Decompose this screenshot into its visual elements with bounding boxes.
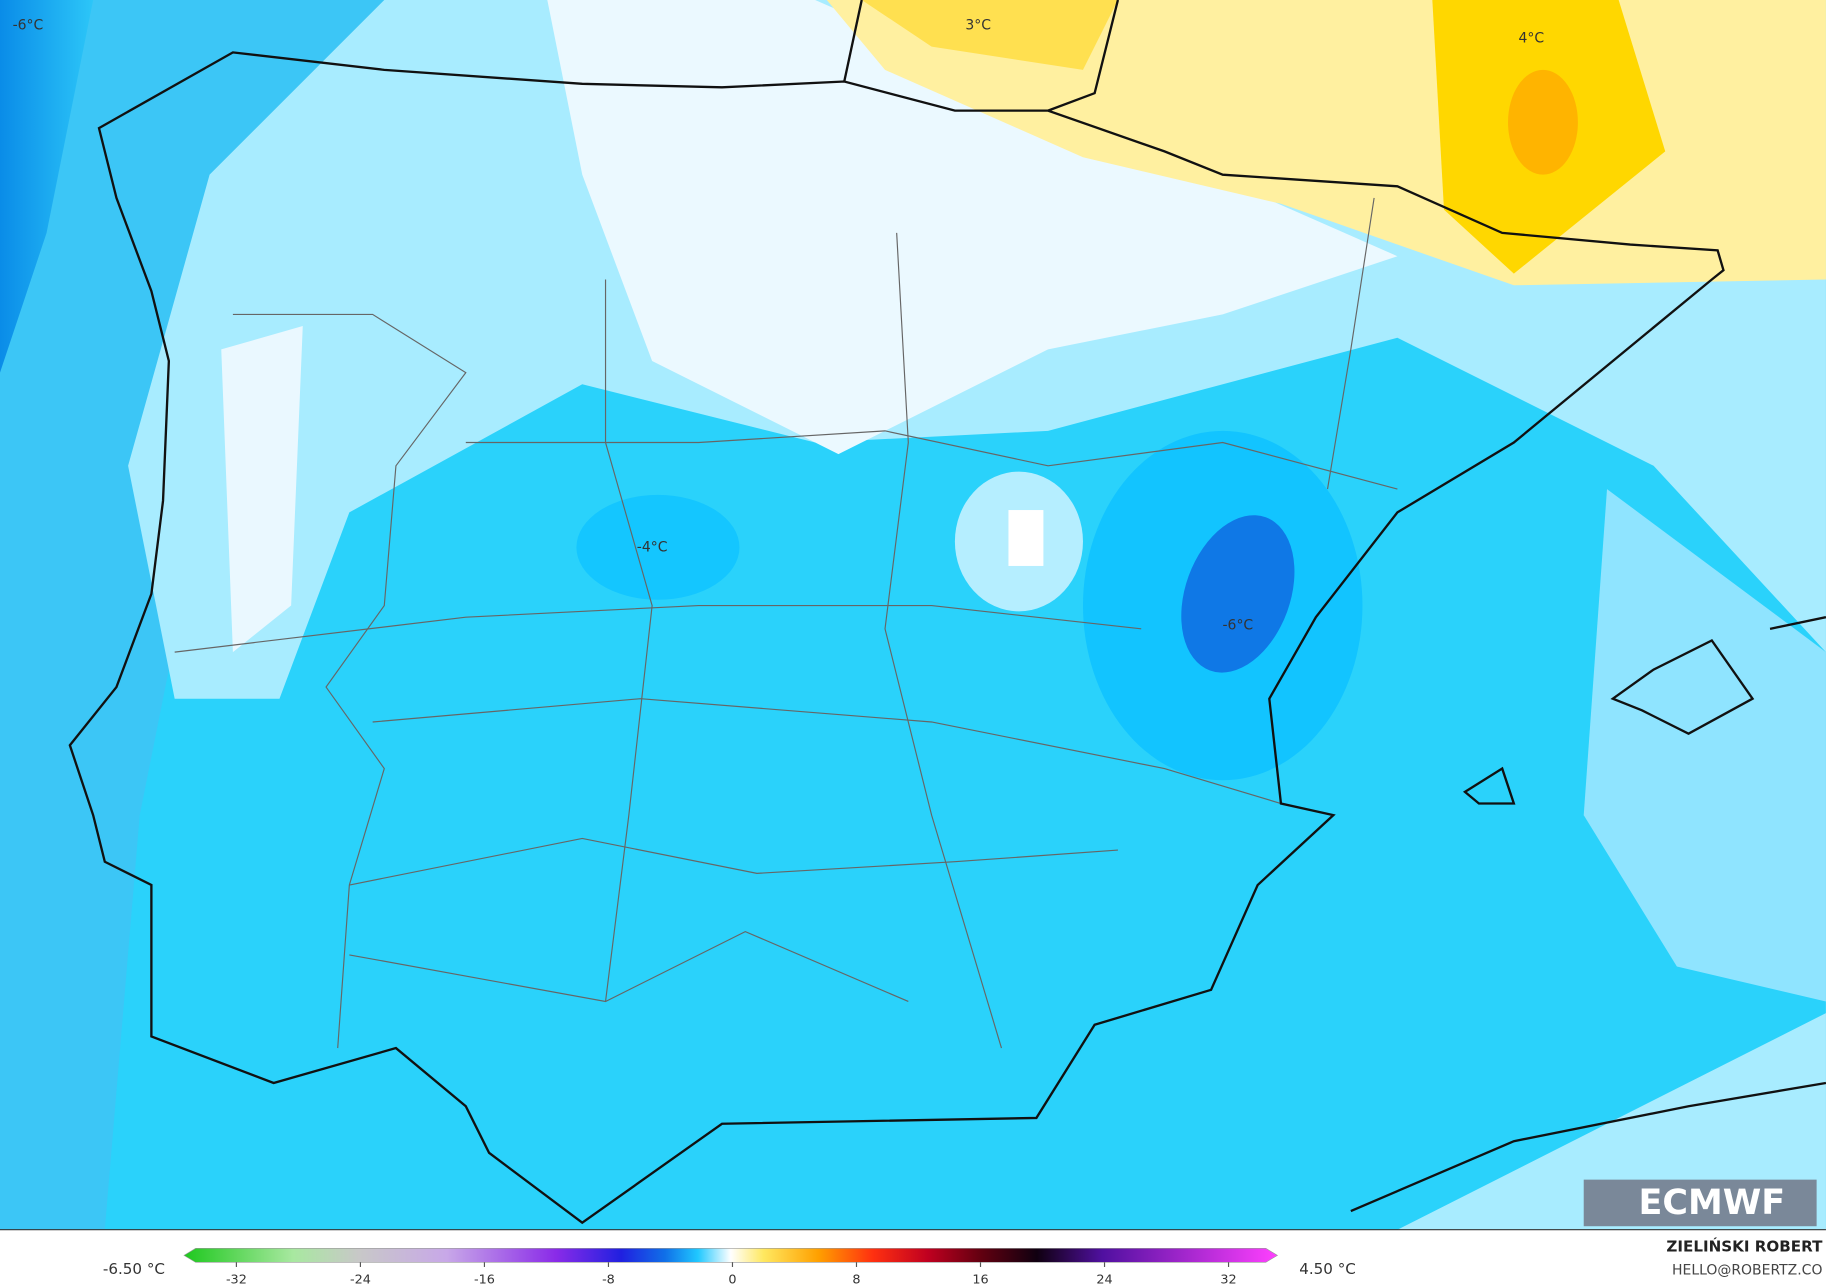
temp-label: -6°C: [1223, 617, 1254, 633]
map-labels: -6°C 3°C 4°C -4°C -6°C: [13, 18, 1545, 634]
ibiza: [1462, 766, 1516, 805]
field-coldest: [1181, 515, 1295, 673]
field-yellow-a: [861, 0, 1118, 70]
credit-email: HELLO@ROBERTZ.CO: [1672, 1262, 1822, 1278]
field-white-c: [1008, 510, 1044, 566]
colorbar: [183, 1248, 1279, 1263]
field-cold-w: [576, 494, 740, 600]
borders: [174, 197, 1398, 1049]
border: [465, 430, 1398, 490]
logo-text: ECMWF: [1639, 1183, 1786, 1223]
france-coast: [843, 0, 863, 82]
mallorca: [1610, 638, 1755, 735]
border: [884, 232, 1003, 1049]
border: [232, 313, 467, 1049]
temp-label: 3°C: [965, 18, 991, 34]
border: [372, 698, 1282, 805]
colorbar-min: -6.50 °C: [103, 1260, 165, 1278]
menorca: [1769, 616, 1826, 630]
colorbar-ticks: -32 -24 -16 -8 0 8 16 24 32: [226, 1262, 1237, 1287]
temp-label: -4°C: [637, 539, 668, 555]
coastline: [68, 0, 1826, 1225]
border-line: [1047, 0, 1120, 112]
colorbar-tick-label: -24: [350, 1272, 371, 1287]
border: [349, 930, 909, 1003]
logo-box: [1583, 1179, 1817, 1227]
field-west: [0, 0, 385, 1230]
border: [174, 604, 1142, 653]
temp-label: -6°C: [13, 18, 44, 34]
colorbar-tick-label: -8: [602, 1272, 615, 1287]
field-orange: [1508, 69, 1578, 175]
africa-coast: [1350, 1081, 1826, 1213]
border: [349, 837, 1118, 886]
colorbar-tick-label: -32: [226, 1272, 247, 1287]
credit-name: ZIELIŃSKI ROBERT: [1666, 1237, 1823, 1256]
field-deep: [0, 0, 94, 373]
colorbar-tick-label: -16: [474, 1272, 495, 1287]
iberia-coast: [68, 51, 1725, 1225]
field-east: [1583, 489, 1826, 1002]
field-white-w: [221, 326, 303, 653]
colorbar-tick-label: 0: [728, 1272, 736, 1287]
border: [604, 279, 653, 1002]
colorbar-tick-label: 16: [972, 1272, 988, 1287]
field-white: [547, 0, 1398, 455]
temp-label: 4°C: [1518, 30, 1544, 46]
colorbar-max: 4.50 °C: [1299, 1260, 1356, 1278]
colorbar-tick-label: 32: [1220, 1272, 1236, 1287]
logo: ECMWF: [1583, 1179, 1817, 1227]
colorbar-tick-label: 8: [852, 1272, 860, 1287]
colorbar-tick-label: 24: [1096, 1272, 1112, 1287]
border: [1326, 197, 1375, 490]
temperature-field: [0, 0, 1826, 1230]
